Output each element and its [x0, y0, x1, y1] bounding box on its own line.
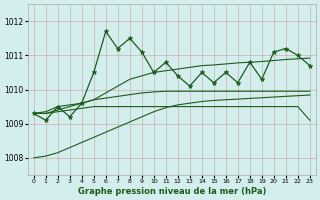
X-axis label: Graphe pression niveau de la mer (hPa): Graphe pression niveau de la mer (hPa) [77, 187, 266, 196]
